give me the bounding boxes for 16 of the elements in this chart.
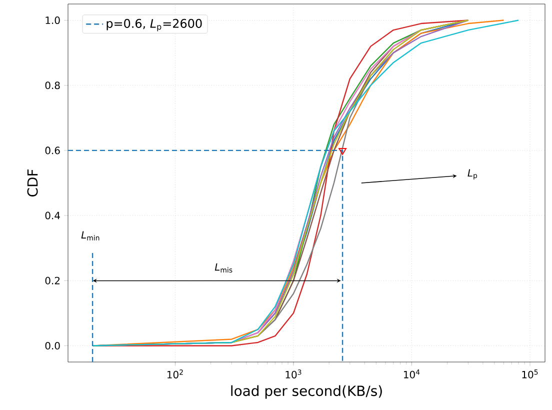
x-axis-title: load per second(KB/s) [231,385,382,399]
annotation: L$_{min}$ [81,231,100,240]
y-tick-label: 0.6 [45,146,60,154]
x-tick-label: 10$^{3}$ [286,370,302,378]
annotation: L$_{p}$ [468,169,478,180]
y-tick-label: 0.8 [45,82,60,90]
y-tick-label: 0.0 [45,342,60,350]
x-tick-label: 10$^{2}$ [168,370,183,378]
annotation: L$_{mis}$ [214,263,232,273]
x-tick-label: 10$^{5}$ [522,370,538,378]
legend-label: p=0.6, L$_{p}$=2600 [106,18,202,32]
y-tick-label: 0.2 [45,276,60,284]
y-axis-title: CDF [27,170,38,196]
y-tick-label: 0.4 [45,212,60,220]
y-tick-label: 1.0 [46,16,60,24]
x-tick-label: 10$^{4}$ [404,370,420,378]
